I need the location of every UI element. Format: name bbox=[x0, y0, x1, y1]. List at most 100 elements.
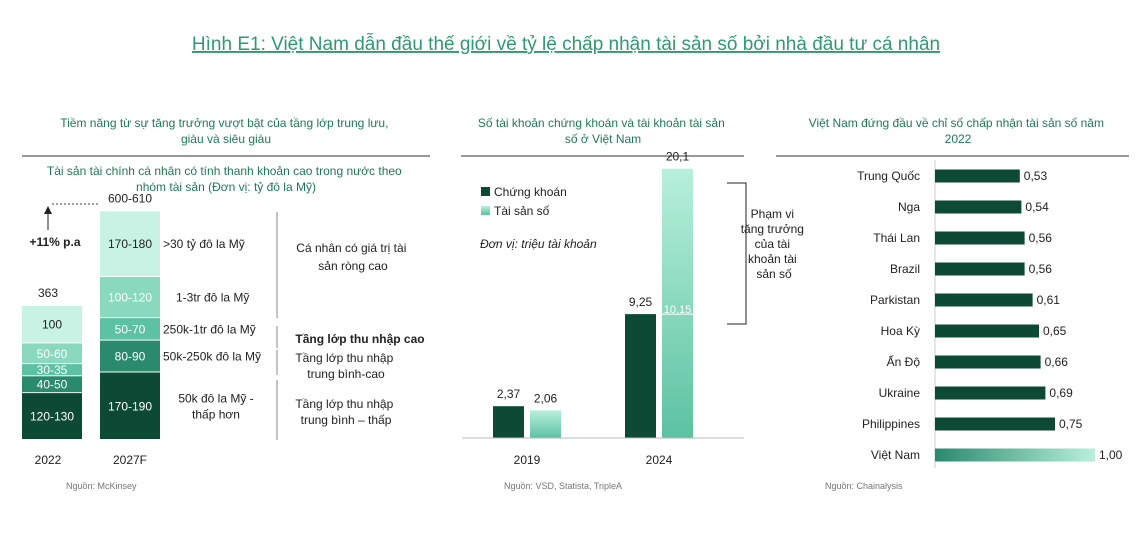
group-lower-middle: Tầng lớp thu nhập trung bình – thấp bbox=[295, 397, 396, 427]
bar-2019-digital bbox=[530, 410, 561, 438]
bar-value-label: 0,56 bbox=[1029, 262, 1053, 276]
panel3-source: Nguồn: Chainalysis bbox=[825, 481, 903, 491]
bar-total-label: 600-610 bbox=[108, 191, 152, 205]
bar-segment-2027F-2 bbox=[100, 340, 160, 372]
bar-total-label: 363 bbox=[38, 286, 58, 300]
panel3-bars: Trung Quốc 0,53 Nga 0,54 Thái Lan 0,56 Brazil 0… bbox=[857, 169, 1123, 462]
bar-Ukraine bbox=[935, 386, 1046, 400]
bar-segment-2027F-4 bbox=[100, 276, 160, 318]
panel2-heading: Số tài khoản chứng khoán và tài khoản tà… bbox=[478, 116, 728, 146]
bar-segment-2022-2 bbox=[22, 376, 82, 393]
bar-value-label: 2,37 bbox=[497, 387, 521, 401]
country-label: Thái Lan bbox=[873, 231, 920, 245]
category-label: 2022 bbox=[35, 453, 62, 467]
panel1-heading-line2: giàu và siêu giàu bbox=[181, 132, 271, 146]
bar-segment-label: 170-180 bbox=[108, 237, 152, 251]
country-label: Việt Nam bbox=[871, 448, 920, 462]
bar-Brazil bbox=[935, 262, 1025, 276]
panel2-unit: Đơn vị: triệu tài khoản bbox=[480, 237, 597, 251]
panel-household-assets: Tiềm năng từ sự tăng trưởng vượt bật của… bbox=[22, 116, 430, 491]
country-label: Hoa Kỳ bbox=[881, 324, 920, 338]
bar-Việt Nam bbox=[935, 448, 1095, 462]
bar-value-label: 0,75 bbox=[1059, 417, 1083, 431]
category-label: 2027F bbox=[113, 453, 147, 467]
bar-segment-label: 100 bbox=[42, 318, 62, 332]
panel2-source: Nguồn: VSD, Statista, TripleA bbox=[504, 481, 622, 491]
bar-segment-2027F-5 bbox=[100, 211, 160, 276]
bar-Ấn Độ bbox=[935, 355, 1041, 369]
bar-Parkistan bbox=[935, 293, 1033, 307]
segment-name: 50k-250k đô la Mỹ bbox=[163, 350, 261, 364]
country-label: Parkistan bbox=[870, 293, 920, 307]
bar-segment-label: 50-60 bbox=[37, 347, 68, 361]
group-hnwi: Cá nhân có giá trị tài sản ròng cao bbox=[296, 241, 409, 273]
bar-value-label: 0,54 bbox=[1025, 200, 1049, 214]
panel1-heading-line1: Tiềm năng từ sự tăng trưởng vượt bật của… bbox=[60, 116, 388, 130]
panel1-segment-labels: 50k đô la Mỹ - thấp hơn 50k-250k đô la Mỹ 2… bbox=[163, 237, 261, 421]
panel1-subheading-line1: Tài sản tài chính cá nhân có tính thanh … bbox=[47, 164, 402, 178]
bar-segment-2027F-1 bbox=[100, 372, 160, 439]
segment-name: 1-3tr đô la Mỹ bbox=[176, 291, 249, 305]
bar-value-label: 0,56 bbox=[1029, 231, 1053, 245]
country-label: Philippines bbox=[862, 417, 920, 431]
growth-range-annotation: Phạm vi tăng trưởng của tài khoản tài sả… bbox=[741, 207, 808, 281]
panel1-subheading: Tài sản tài chính cá nhân có tính thanh … bbox=[47, 164, 405, 194]
category-label: 2019 bbox=[514, 453, 541, 467]
country-label: Nga bbox=[898, 200, 920, 214]
legend-label-securities: Chứng khoán bbox=[494, 185, 567, 199]
growth-label: +11% p.a bbox=[29, 235, 80, 249]
category-label: 2024 bbox=[646, 453, 673, 467]
bar-2024-securities bbox=[625, 314, 656, 439]
legend-label-digital: Tài sản số bbox=[494, 204, 550, 218]
bar-value-label: 0,61 bbox=[1037, 293, 1061, 307]
country-label: Trung Quốc bbox=[857, 169, 920, 183]
bar-segment-label: 40-50 bbox=[37, 378, 68, 392]
panel-accounts: Số tài khoản chứng khoán và tài khoản tà… bbox=[461, 116, 808, 491]
panel1-source: Nguồn: McKinsey bbox=[66, 481, 137, 491]
bar-segment-label: 80-90 bbox=[115, 350, 146, 364]
bar-segment-label: 120-130 bbox=[30, 410, 74, 424]
bar-value-label: 2,06 bbox=[534, 391, 558, 405]
bar-value-label: 0,69 bbox=[1049, 386, 1073, 400]
group-high-income: Tầng lớp thu nhập cao bbox=[295, 332, 424, 346]
segment-name: 250k-1tr đô la Mỹ bbox=[163, 322, 256, 336]
range-value-label: 10,15 bbox=[664, 304, 692, 316]
panel1-heading: Tiềm năng từ sự tăng trưởng vượt bật của… bbox=[60, 116, 392, 146]
bar-segment-label: 50-70 bbox=[115, 322, 146, 336]
country-label: Ấn Độ bbox=[887, 354, 921, 369]
bar-Thái Lan bbox=[935, 231, 1025, 245]
bar-value-label: 0,66 bbox=[1045, 355, 1069, 369]
bar-segment-label: 170-190 bbox=[108, 399, 152, 413]
bar-Hoa Kỳ bbox=[935, 324, 1039, 338]
bar-value-label: 1,00 bbox=[1099, 448, 1123, 462]
bar-segment-label: 30-35 bbox=[37, 363, 68, 377]
bar-segment-2022-5 bbox=[22, 305, 82, 343]
segment-name: >30 tỷ đô la Mỹ bbox=[163, 237, 245, 251]
legend-swatch-digital bbox=[481, 206, 490, 215]
country-label: Ukraine bbox=[879, 386, 921, 400]
bar-Philippines bbox=[935, 417, 1055, 431]
group-upper-middle: Tầng lớp thu nhập trung bình-cao bbox=[295, 351, 396, 381]
segment-name: thấp hơn bbox=[192, 407, 240, 421]
bar-segment-2022-3 bbox=[22, 364, 82, 376]
bar-segment-label: 100-120 bbox=[108, 291, 152, 305]
bar-2024-digital bbox=[662, 168, 693, 438]
bar-Trung Quốc bbox=[935, 169, 1020, 183]
figure-title: Hình E1: Việt Nam dẫn đầu thế giới về tỷ… bbox=[192, 33, 940, 55]
growth-range-bracket bbox=[727, 182, 747, 325]
country-label: Brazil bbox=[890, 262, 920, 276]
panel-adoption-index: Việt Nam đứng đầu về chỉ số chấp nhận tà… bbox=[776, 116, 1129, 491]
bar-value-label: 20,1 bbox=[666, 150, 690, 164]
legend-swatch-securities bbox=[481, 187, 490, 196]
bar-segment-2027F-3 bbox=[100, 318, 160, 340]
growth-arrow-head bbox=[44, 206, 52, 214]
bar-segment-2022-4 bbox=[22, 343, 82, 363]
panel2-bars: 2,37 2,06 2019 9,25 20,1 2024 10,15 bbox=[493, 150, 693, 467]
bar-segment-2022-1 bbox=[22, 393, 82, 439]
segment-name: 50k đô la Mỹ - bbox=[178, 391, 253, 405]
panel3-heading: Việt Nam đứng đầu về chỉ số chấp nhận tà… bbox=[809, 116, 1108, 146]
bar-value-label: 0,53 bbox=[1024, 169, 1048, 183]
bar-value-label: 9,25 bbox=[629, 295, 653, 309]
